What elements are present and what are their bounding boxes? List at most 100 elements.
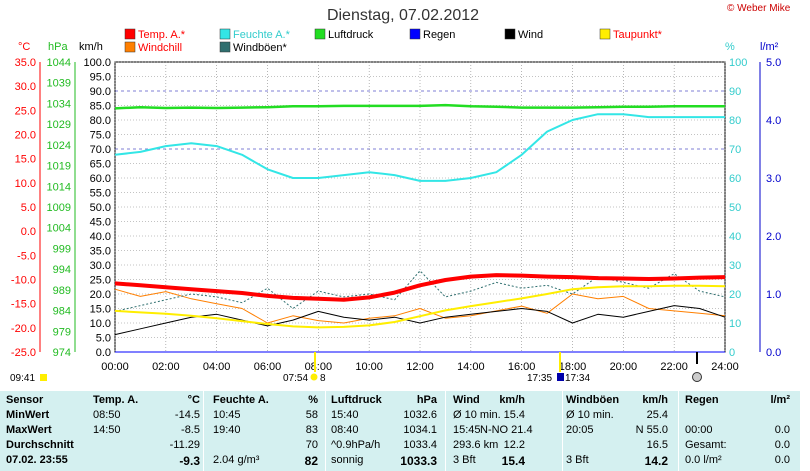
tick-wind: 15.0 <box>90 304 111 316</box>
table-cell: 58 <box>305 409 318 421</box>
table-column-separator <box>678 391 679 471</box>
legend: Temp. A.* Feuchte A.* Luftdruck Regen Wind Ta… <box>124 28 663 54</box>
table-cell: Luftdruck <box>331 394 382 406</box>
tick-pressure: 979 <box>53 326 71 338</box>
tick-pressure: 1019 <box>47 161 71 173</box>
marker-sunrise: 07:54 <box>283 373 308 384</box>
tick-rain: 5.0 <box>766 57 781 69</box>
series-wind <box>114 305 726 336</box>
tick-x: 10:00 <box>355 361 383 373</box>
tick-humidity: 100 <box>729 57 747 69</box>
tick-humidity: 50 <box>729 202 741 214</box>
table-column-separator <box>562 391 563 471</box>
tick-x: 12:00 <box>406 361 434 373</box>
tick-wind: 55.0 <box>90 188 111 200</box>
tick-temp: -20.0 <box>11 323 36 335</box>
marker-sunrise-symbol <box>310 373 318 381</box>
tick-x: 18:00 <box>559 361 587 373</box>
series-taupunkt <box>114 284 726 329</box>
marker-sunset: 17:35 <box>527 373 552 384</box>
table-cell: 07.02. 23:55 <box>6 454 68 466</box>
tick-pressure: 1014 <box>47 181 71 193</box>
legend-label: Feuchte A.* <box>233 29 291 41</box>
legend-swatch <box>124 28 136 40</box>
tick-wind: 35.0 <box>90 246 111 258</box>
series-tempa <box>114 273 726 302</box>
tick-humidity: 40 <box>729 231 741 243</box>
series-luftdruck <box>114 103 725 110</box>
marker-moonrise: 09:41 <box>10 373 35 384</box>
tick-temp: 15.0 <box>15 154 36 166</box>
table-cell: MaxWert <box>6 424 52 436</box>
tick-wind: 60.0 <box>90 173 111 185</box>
table-row: 07.02. 23:55 -9.3 2.04 g/m³ 82 sonnig 1033.3 3… <box>0 453 800 468</box>
table-cell: 1032.6 <box>403 409 437 421</box>
table-cell: 12.2 <box>503 439 525 451</box>
axis-unit-wind: km/h <box>79 41 103 53</box>
table-column-separator <box>203 391 204 471</box>
legend-swatch <box>124 41 136 53</box>
table-cell: 08:40 <box>331 424 359 436</box>
series-windchill <box>114 288 726 324</box>
table-cell: Windböen <box>566 394 620 406</box>
legend-label: Windchill <box>138 42 182 54</box>
tick-humidity: 10 <box>729 318 741 330</box>
axis-unit-pressure: hPa <box>48 41 68 53</box>
table-cell: 0.0 <box>774 424 790 436</box>
tick-x: 14:00 <box>457 361 485 373</box>
table-cell: Temp. A. <box>93 394 139 406</box>
tick-pressure: 1024 <box>47 140 71 152</box>
tick-temp: 0.0 <box>21 226 36 238</box>
tick-wind: 5.0 <box>96 333 111 345</box>
tick-x: 16:00 <box>508 361 536 373</box>
axis-labels: °C hPa km/h% l/m² 35.0 30.0 25.0 20.0 15.0 10.0 5.… <box>11 41 781 373</box>
table-cell: 15.4 <box>503 409 525 421</box>
series-feuchtea <box>114 113 725 182</box>
legend-swatch <box>599 28 611 40</box>
tick-rain: 4.0 <box>766 115 781 127</box>
marker-moonrise-symbol <box>40 374 47 381</box>
tick-pressure: 994 <box>53 264 71 276</box>
table-cell: -9.3 <box>179 454 200 468</box>
legend-swatch <box>219 28 231 40</box>
axis-unit-humidity: % <box>725 41 735 53</box>
tick-temp: 10.0 <box>15 178 36 190</box>
tick-pressure: 974 <box>53 347 71 359</box>
table-cell: 83 <box>305 424 318 436</box>
table-cell: 0.0 l/m² <box>685 454 722 466</box>
table-cell: Feuchte A. <box>213 394 269 406</box>
grid-lines <box>114 61 726 353</box>
table-cell: km/h <box>642 394 668 406</box>
table-cell: 15:40 <box>331 409 359 421</box>
table-cell: Ø 10 min. <box>453 409 501 421</box>
axis-unit-rain: l/m² <box>760 41 779 53</box>
table-cell: 3 Bft <box>453 454 476 466</box>
table-cell: Gesamt: <box>685 439 727 451</box>
tick-temp: -15.0 <box>11 299 36 311</box>
tick-temp: 35.0 <box>15 57 36 69</box>
tick-temp: -5.0 <box>17 250 36 262</box>
watermark-text: © Weber Mike <box>727 3 791 14</box>
tick-x: 02:00 <box>152 361 180 373</box>
tick-pressure: 1034 <box>47 98 71 110</box>
table-cell: 3 Bft <box>566 454 589 466</box>
table-column-separator <box>445 391 446 471</box>
tick-wind: 0.0 <box>96 347 111 359</box>
table-cell: hPa <box>416 394 437 406</box>
tick-temp: 30.0 <box>15 81 36 93</box>
tick-temp: 20.0 <box>15 130 36 142</box>
tick-wind: 10.0 <box>90 318 111 330</box>
table-cell: -11.29 <box>169 439 200 451</box>
legend-label: Regen <box>423 29 455 41</box>
tick-humidity: 70 <box>729 144 741 156</box>
table-cell: Ø 10 min. <box>566 409 614 421</box>
tick-pressure: 984 <box>53 306 71 318</box>
tick-x: 06:00 <box>254 361 282 373</box>
tick-wind: 20.0 <box>90 289 111 301</box>
tick-temp: 5.0 <box>21 202 36 214</box>
table-cell: °C <box>187 394 200 406</box>
tick-humidity: 30 <box>729 260 741 272</box>
table-cell: MinWert <box>6 409 50 421</box>
tick-rain: 0.0 <box>766 347 781 359</box>
table-cell: Sensor <box>6 394 44 406</box>
